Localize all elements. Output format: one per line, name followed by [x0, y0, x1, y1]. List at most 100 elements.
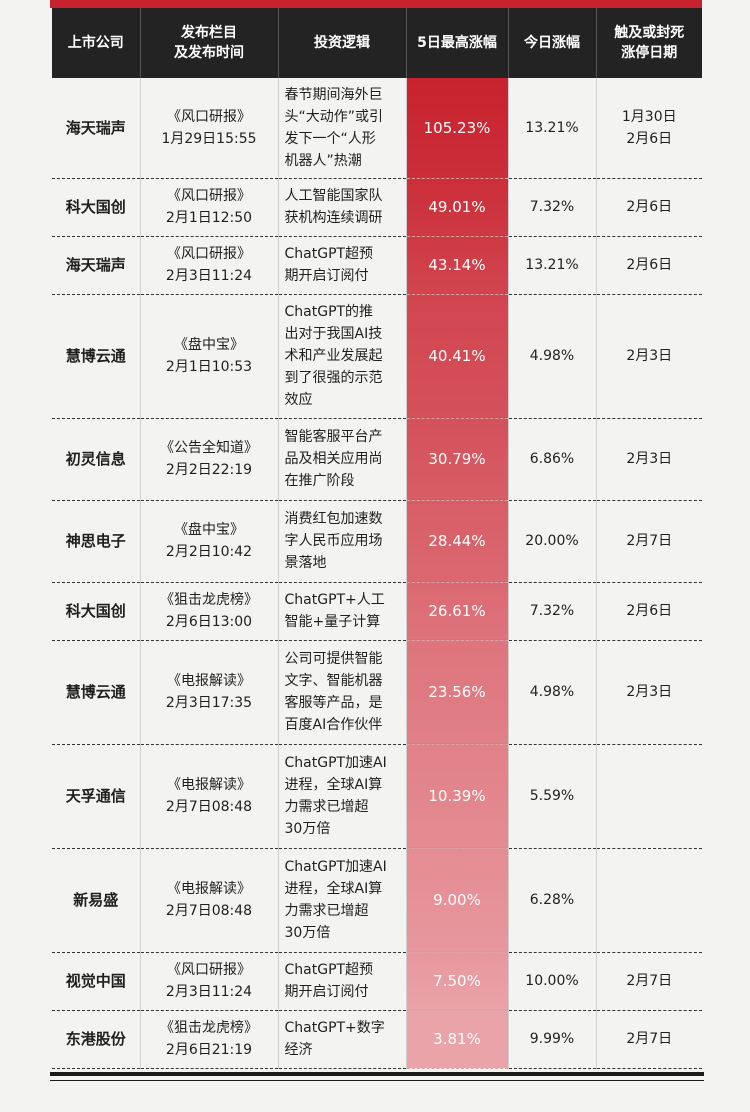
header-gain5: 5日最高涨幅: [406, 8, 509, 78]
table-row: 新易盛 《电报解读》 2月7日08:48 ChatGPT加速AI 进程，全球AI算 力需求…: [52, 848, 702, 953]
limit-up-date-line: 2月7日: [626, 533, 673, 549]
gain-5day: 26.61%: [406, 582, 509, 641]
investment-logic-line: 发下一个“人形: [284, 130, 376, 147]
publish-column-line: 《盘中宝》: [174, 337, 244, 353]
table-row: 视觉中国 《风口研报》 2月3日11:24 ChatGPT超预 期开启订阅付 7.50% 1…: [52, 952, 702, 1011]
publish-column-line: 2月1日12:50: [165, 210, 253, 226]
company-name: 初灵信息: [52, 418, 141, 501]
investment-logic-line: 在推广阶段: [284, 473, 355, 489]
investment-logic-line: 消费红包加速数: [284, 511, 383, 527]
investment-logic-line: 力需求已增超: [284, 903, 369, 919]
investment-logic-line: 公司可提供智能: [284, 651, 383, 667]
company-name: 科大国创: [52, 178, 141, 237]
gain-5day: 105.23%: [406, 78, 509, 179]
investment-logic-line: 效应: [284, 392, 313, 408]
investment-logic-line: 春节期间海外巨: [284, 86, 383, 103]
investment-logic: ChatGPT+人工 智能+量子计算: [278, 582, 407, 641]
publish-column-line: 《电报解读》: [167, 673, 251, 689]
gain-today: 13.21%: [508, 236, 597, 295]
investment-logic-line: 出对于我国AI技: [284, 326, 383, 342]
investment-logic: ChatGPT的推 出对于我国AI技 术和产业发展起 到了很强的示范 效应: [278, 294, 407, 419]
limit-up-date: [596, 744, 702, 849]
company-name: 慧博云通: [52, 640, 141, 745]
header-limit-date: 触及或封死 涨停日期: [596, 8, 702, 78]
limit-up-date: 2月3日: [596, 640, 702, 745]
publish-column: 《风口研报》 2月3日11:24: [140, 236, 279, 295]
table-row: 科大国创 《风口研报》 2月1日12:50 人工智能国家队 获机构连续调研 49.01% 7…: [52, 178, 702, 237]
publish-column-line: 2月2日22:19: [165, 462, 253, 478]
publish-column-line: 2月7日08:48: [165, 799, 253, 815]
investment-logic-line: 文字、智能机器: [284, 673, 383, 689]
bottom-divider-thin: [50, 1080, 704, 1081]
investment-logic-line: ChatGPT的推: [284, 304, 374, 320]
investment-logic: 春节期间海外巨 头“大动作”或引 发下一个“人形 机器人”热潮: [278, 78, 407, 179]
gain-5day: 9.00%: [406, 848, 509, 953]
investment-logic-line: 术和产业发展起: [284, 348, 383, 364]
investment-logic-line: 字人民币应用场: [284, 533, 383, 549]
gain-today: 9.99%: [508, 1010, 597, 1069]
header-logic: 投资逻辑: [278, 8, 407, 78]
gain-today: 5.59%: [508, 744, 597, 849]
limit-up-date-line: 2月6日: [626, 199, 673, 215]
investment-logic-line: 百度AI合作伙伴: [284, 717, 383, 733]
investment-logic-line: 30万倍: [284, 821, 331, 837]
publish-column: 《狙击龙虎榜》 2月6日21:19: [140, 1010, 279, 1069]
limit-up-date: 1月30日 2月6日: [596, 78, 702, 179]
investment-logic-line: ChatGPT+人工: [284, 592, 385, 608]
company-name: 东港股份: [52, 1010, 141, 1069]
investment-logic-line: 30万倍: [284, 925, 331, 941]
investment-logic-line: ChatGPT+数字: [284, 1020, 385, 1036]
limit-up-date-line: 2月6日: [626, 603, 673, 619]
publish-column-line: 2月7日08:48: [165, 903, 253, 919]
table-row: 天孚通信 《电报解读》 2月7日08:48 ChatGPT加速AI 进程，全球AI算 力需…: [52, 744, 702, 849]
company-name: 海天瑞声: [52, 236, 141, 295]
investment-logic-line: 品及相关应用尚: [284, 451, 383, 467]
table-row: 慧博云通 《盘中宝》 2月1日10:53 ChatGPT的推 出对于我国AI技 术和产业发…: [52, 294, 702, 419]
gain-5day: 43.14%: [406, 236, 509, 295]
investment-logic-line: ChatGPT加速AI: [284, 859, 387, 875]
publish-column-line: 2月2日10:42: [165, 544, 253, 560]
gain-today: 6.86%: [508, 418, 597, 501]
publish-column-line: 2月3日11:24: [165, 984, 253, 1000]
publish-column: 《狙击龙虎榜》 2月6日13:00: [140, 582, 279, 641]
limit-up-date: 2月7日: [596, 1010, 702, 1069]
investment-logic-line: 力需求已增超: [284, 799, 369, 815]
bottom-divider: [50, 1072, 704, 1076]
company-name: 海天瑞声: [52, 78, 141, 179]
investment-logic: ChatGPT加速AI 进程，全球AI算 力需求已增超 30万倍: [278, 744, 407, 849]
gain-5day: 7.50%: [406, 952, 509, 1011]
publish-column-line: 《风口研报》: [167, 246, 251, 262]
investment-logic-line: 客服等产品，是: [284, 695, 383, 711]
limit-up-date: 2月3日: [596, 294, 702, 419]
limit-up-date-line: 2月3日: [626, 451, 673, 467]
stock-table: 上市公司 发布栏目 及发布时间 投资逻辑 5日最高涨幅 今日涨幅 触及或封死 涨…: [52, 8, 702, 1069]
company-name: 慧博云通: [52, 294, 141, 419]
table-row: 初灵信息 《公告全知道》 2月2日22:19 智能客服平台产 品及相关应用尚 在推广阶段 3…: [52, 418, 702, 501]
publish-column: 《电报解读》 2月7日08:48: [140, 848, 279, 953]
publish-column-line: 《盘中宝》: [174, 522, 244, 538]
publish-column: 《电报解读》 2月3日17:35: [140, 640, 279, 745]
limit-up-date: 2月6日: [596, 236, 702, 295]
table-header-row: 上市公司 发布栏目 及发布时间 投资逻辑 5日最高涨幅 今日涨幅 触及或封死 涨…: [52, 8, 702, 78]
limit-up-date-line: 1月30日: [621, 108, 677, 125]
investment-logic-line: 进程，全球AI算: [284, 777, 383, 793]
gain-5day: 30.79%: [406, 418, 509, 501]
gain-today: 7.32%: [508, 178, 597, 237]
limit-up-date: 2月7日: [596, 500, 702, 583]
publish-column-line: 1月29日15:55: [161, 130, 257, 147]
header-today: 今日涨幅: [508, 8, 597, 78]
investment-logic: 人工智能国家队 获机构连续调研: [278, 178, 407, 237]
investment-logic-line: 获机构连续调研: [284, 210, 383, 226]
investment-logic-line: 智能+量子计算: [284, 614, 381, 630]
gain-today: 20.00%: [508, 500, 597, 583]
table-row: 慧博云通 《电报解读》 2月3日17:35 公司可提供智能 文字、智能机器 客服等产品，是…: [52, 640, 702, 745]
investment-logic-line: 经济: [284, 1042, 313, 1058]
limit-up-date: 2月3日: [596, 418, 702, 501]
gain-5day: 28.44%: [406, 500, 509, 583]
limit-up-date-line: 2月6日: [626, 130, 673, 147]
publish-column-line: 《狙击龙虎榜》: [160, 592, 258, 608]
limit-up-date-line: 2月7日: [626, 973, 673, 989]
company-name: 科大国创: [52, 582, 141, 641]
limit-up-date-line: 2月7日: [626, 1031, 673, 1047]
gain-5day: 3.81%: [406, 1010, 509, 1069]
